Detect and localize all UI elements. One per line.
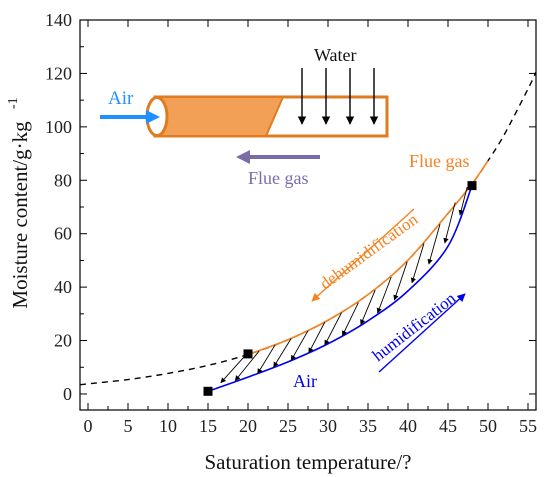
flue-gas-curve-label: Flue gas [409,151,470,171]
y-axis: 0 20 40 60 80 100 120 140 [45,10,536,404]
x-tick-label: 10 [159,416,177,436]
x-tick-label: 45 [439,416,457,436]
x-tick-label: 50 [479,416,497,436]
x-tick-label: 40 [399,416,417,436]
air-curve-label: Air [293,371,317,391]
water-label: Water [314,45,357,65]
dehumidification-label: dehumidification [316,209,422,293]
plot-frame [79,19,537,411]
transfer-arrow [220,355,246,384]
x-axis-title: Saturation temperature/? [205,450,412,474]
x-axis: 0 5 10 15 20 25 30 35 40 45 50 55 [84,20,537,436]
transfer-arrow [393,261,408,301]
air-inlet-label: Air [108,88,134,109]
series-line-2 [207,185,473,393]
x-tick-label: 55 [519,416,537,436]
transfer-arrow [257,344,276,375]
state-point-marker [203,386,213,396]
y-tick-label: 120 [45,63,72,83]
y-tick-label: 60 [54,224,72,244]
transfer-arrow [273,338,292,368]
x-tick-label: 5 [124,416,133,436]
pipe-packed-section [154,96,285,137]
pipe-schematic: Air Water Flue gas [100,45,389,188]
transfer-arrow [290,330,309,361]
x-tick-label: 35 [359,416,377,436]
series-line-0 [80,71,536,386]
x-tick-label: 15 [199,416,217,436]
plot-area [80,71,536,396]
x-tick-label: 20 [239,416,257,436]
x-tick-label: 25 [279,416,297,436]
transfer-arrow [443,202,456,244]
air-inlet-arrowhead [146,110,160,124]
state-point-marker [467,181,477,191]
transfer-arrow [324,312,342,346]
x-tick-label: 30 [319,416,337,436]
y-axis-title: Moisture content/g·kg [8,121,32,309]
flue-gas-inset-label: Flue gas [248,168,309,188]
y-tick-label: 140 [45,10,72,30]
transfer-arrow [234,350,260,382]
transfer-arrow [376,276,392,314]
y-axis-title-exponent: -1 [6,97,21,109]
transfer-arrow [308,321,326,354]
flue-gas-outlet-arrowhead [236,150,250,164]
transfer-arrow [360,289,376,326]
y-tick-label: 100 [45,117,72,137]
y-tick-label: 0 [63,384,72,404]
transfer-arrow [458,186,468,216]
x-tick-label: 0 [84,416,93,436]
y-tick-label: 80 [54,170,72,190]
y-tick-label: 40 [54,277,72,297]
transfer-arrow [410,243,425,284]
state-point-marker [243,349,253,359]
transfer-arrow [427,223,441,265]
dehumidification-arrow [311,208,415,302]
y-tick-label: 20 [54,331,72,351]
transfer-arrow [341,302,359,337]
humidification-arrow [378,293,466,373]
